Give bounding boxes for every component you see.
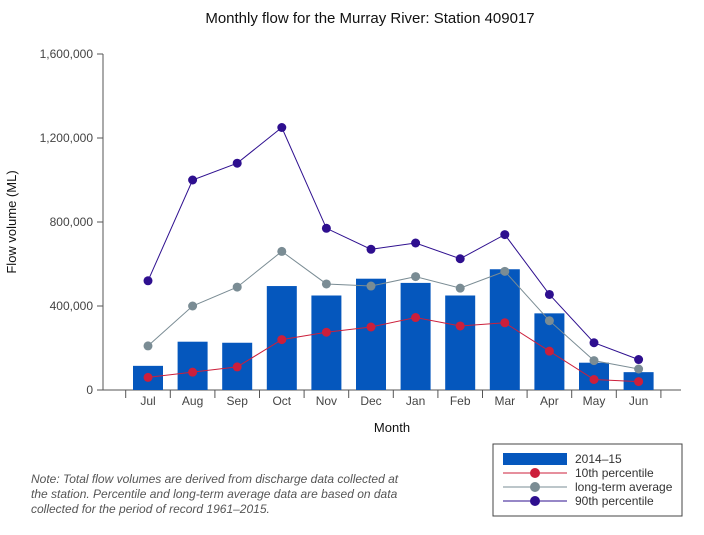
bar: [400, 282, 431, 390]
series-point: [455, 254, 465, 264]
series-point: [321, 327, 331, 337]
series-point: [589, 356, 599, 366]
legend-label: 10th percentile: [575, 466, 654, 480]
x-tick-label: Apr: [540, 394, 559, 408]
bar: [311, 295, 342, 390]
series-point: [544, 346, 554, 356]
series-point: [277, 123, 287, 132]
series-point: [544, 289, 554, 299]
series-point: [634, 377, 644, 387]
series-point: [500, 230, 510, 240]
series-point: [411, 272, 421, 282]
x-tick-label: Mar: [494, 394, 515, 408]
series-point: [500, 318, 510, 328]
bar: [445, 295, 476, 390]
series-line: [147, 317, 639, 383]
series-point: [188, 301, 198, 311]
x-tick-label: Dec: [360, 394, 381, 408]
series-point: [232, 282, 242, 292]
series-point: [232, 362, 242, 372]
series-point: [321, 279, 331, 289]
x-tick-label: Nov: [316, 394, 337, 408]
y-tick-label: 0: [86, 383, 93, 397]
bar: [356, 278, 386, 390]
series-point: [589, 375, 599, 384]
series-line: [147, 250, 639, 370]
legend-swatch-bar: [503, 453, 567, 465]
x-tick-label: Jun: [629, 394, 648, 408]
series-point: [544, 316, 554, 326]
series-point: [277, 335, 287, 345]
series-point: [411, 238, 421, 248]
plot-area: 0 400,000 800,000 1,200,000 1,600,000 Jul Aug S…: [40, 47, 681, 408]
legend-swatch-marker: [530, 496, 540, 506]
legend-label: long-term average: [575, 480, 673, 494]
series-point: [455, 283, 465, 293]
x-tick-label: May: [583, 394, 606, 408]
series-point: [321, 223, 331, 233]
series-line: [147, 126, 639, 361]
series-point: [232, 158, 242, 168]
y-axis-label: Flow volume (ML): [4, 170, 19, 273]
series-point: [589, 338, 599, 348]
series-point: [411, 313, 421, 323]
x-tick-label: Feb: [450, 394, 471, 408]
y-tick-label: 400,000: [50, 299, 94, 313]
y-tick-label: 1,600,000: [40, 47, 94, 61]
x-tick-label: Jan: [406, 394, 425, 408]
x-tick-label: Aug: [182, 394, 203, 408]
series-point: [143, 372, 153, 382]
series-point: [366, 281, 376, 291]
x-tick-label: Jul: [140, 394, 155, 408]
x-axis-label: Month: [374, 420, 410, 435]
series-point: [366, 322, 376, 332]
x-tick-label: Oct: [272, 394, 291, 408]
series-point: [455, 321, 465, 331]
series-point: [188, 367, 198, 377]
series-point: [500, 266, 510, 276]
series-point: [366, 244, 376, 254]
series-point: [277, 246, 287, 256]
chart-title: Monthly flow for the Murray River: Stati…: [205, 10, 534, 27]
y-tick-label: 1,200,000: [40, 131, 94, 145]
series-point: [634, 355, 644, 365]
x-tick-label: Sep: [227, 394, 249, 408]
legend-swatch-marker: [530, 468, 540, 478]
legend-label: 90th percentile: [575, 494, 654, 508]
series-point: [143, 341, 153, 351]
y-tick-label: 800,000: [50, 215, 94, 229]
series-point: [143, 276, 153, 286]
legend-swatch-marker: [530, 482, 540, 492]
legend-label: 2014–15: [575, 452, 622, 466]
footnote: Note: Total flow volumes are derived fro…: [31, 472, 399, 516]
series-point: [188, 175, 198, 185]
series-point: [634, 364, 644, 374]
bar: [177, 341, 208, 390]
